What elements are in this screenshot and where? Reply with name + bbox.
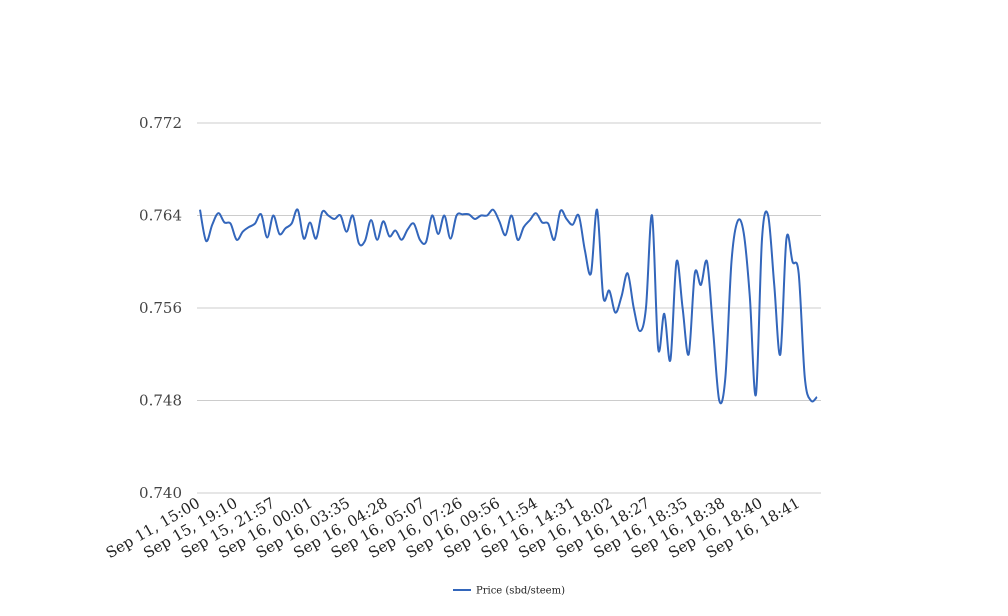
series-layer — [199, 208, 818, 405]
y-tick-label-1: 0.748 — [139, 392, 182, 410]
y-axis-tick-labels: 0.740 0.748 0.756 0.764 0.772 — [139, 114, 182, 502]
y-tick-label-4: 0.772 — [139, 114, 182, 132]
gridlines — [197, 122, 821, 494]
y-tick-label-0: 0.740 — [139, 484, 182, 502]
y-tick-label-3: 0.764 — [139, 207, 182, 225]
legend[interactable]: Price (sbd/steem) — [453, 586, 565, 597]
y-tick-label-2: 0.756 — [139, 299, 182, 317]
legend-label-price: Price (sbd/steem) — [476, 586, 565, 597]
series-line-0[interactable] — [199, 208, 818, 405]
